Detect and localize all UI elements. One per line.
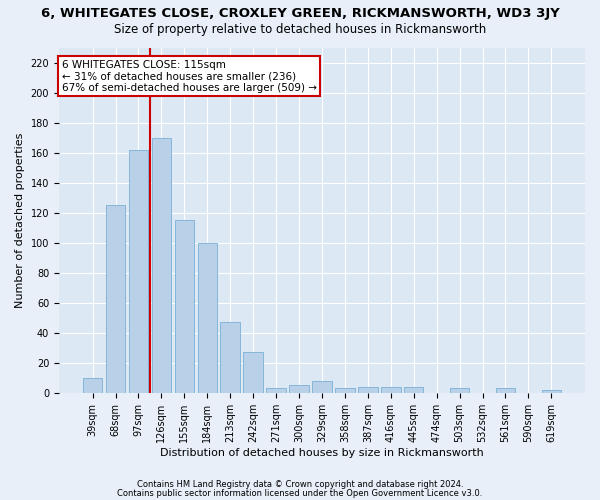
Bar — [244, 352, 263, 393]
Bar — [106, 205, 125, 393]
Text: Contains HM Land Registry data © Crown copyright and database right 2024.: Contains HM Land Registry data © Crown c… — [137, 480, 463, 489]
Bar — [381, 387, 401, 393]
Bar — [266, 388, 286, 393]
Bar — [289, 386, 309, 393]
Y-axis label: Number of detached properties: Number of detached properties — [15, 132, 25, 308]
Bar — [358, 387, 377, 393]
Bar — [220, 322, 240, 393]
X-axis label: Distribution of detached houses by size in Rickmansworth: Distribution of detached houses by size … — [160, 448, 484, 458]
Bar — [83, 378, 103, 393]
Bar — [335, 388, 355, 393]
Bar — [542, 390, 561, 393]
Bar — [496, 388, 515, 393]
Bar — [450, 388, 469, 393]
Bar — [404, 387, 424, 393]
Bar — [312, 381, 332, 393]
Bar — [152, 138, 171, 393]
Text: Contains public sector information licensed under the Open Government Licence v3: Contains public sector information licen… — [118, 488, 482, 498]
Text: 6, WHITEGATES CLOSE, CROXLEY GREEN, RICKMANSWORTH, WD3 3JY: 6, WHITEGATES CLOSE, CROXLEY GREEN, RICK… — [41, 8, 559, 20]
Text: 6 WHITEGATES CLOSE: 115sqm
← 31% of detached houses are smaller (236)
67% of sem: 6 WHITEGATES CLOSE: 115sqm ← 31% of deta… — [62, 60, 317, 93]
Text: Size of property relative to detached houses in Rickmansworth: Size of property relative to detached ho… — [114, 22, 486, 36]
Bar — [197, 242, 217, 393]
Bar — [175, 220, 194, 393]
Bar — [128, 150, 148, 393]
